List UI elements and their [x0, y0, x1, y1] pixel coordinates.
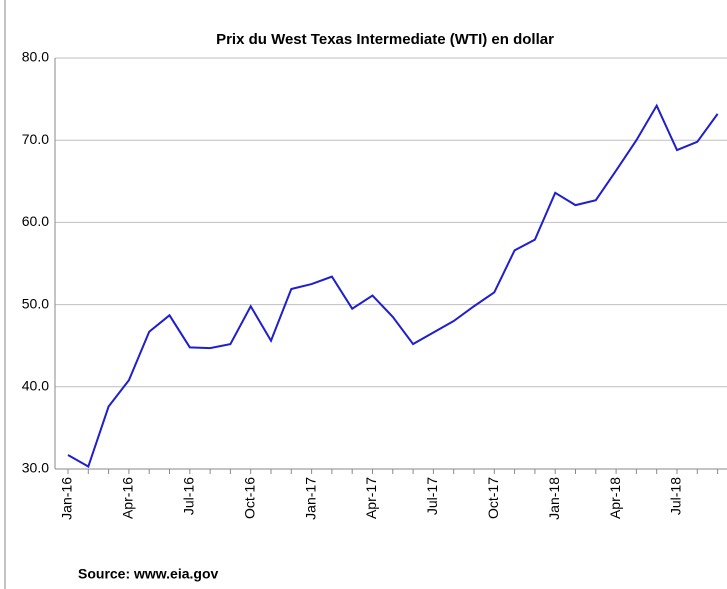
x-tick-label: Apr-18 [607, 477, 623, 519]
x-tick-label: Oct-16 [241, 477, 257, 519]
x-tick-label: Jan-16 [59, 477, 75, 520]
y-tick-label: 50.0 [22, 295, 49, 311]
y-tick-label: 40.0 [22, 378, 49, 394]
x-tick-label: Jul-18 [668, 477, 684, 515]
x-tick-label: Oct-17 [485, 477, 501, 519]
y-tick-label: 60.0 [22, 213, 49, 229]
x-tick-label: Apr-17 [363, 477, 379, 519]
chart-title: Prix du West Texas Intermediate (WTI) en… [216, 31, 554, 48]
y-tick-label: 30.0 [22, 460, 49, 476]
x-tick-label: Apr-16 [120, 477, 136, 519]
source: Source: www.eia.gov [78, 566, 219, 582]
x-tick-label: Jul-17 [424, 477, 440, 515]
x-tick-label: Jul-16 [181, 477, 197, 515]
y-tick-label: 80.0 [22, 49, 49, 65]
x-tick-label: Jan-17 [302, 477, 318, 520]
line [67, 103, 719, 469]
x-tick-label: Jan-18 [546, 477, 562, 520]
y-tick-label: 70.0 [22, 131, 49, 147]
